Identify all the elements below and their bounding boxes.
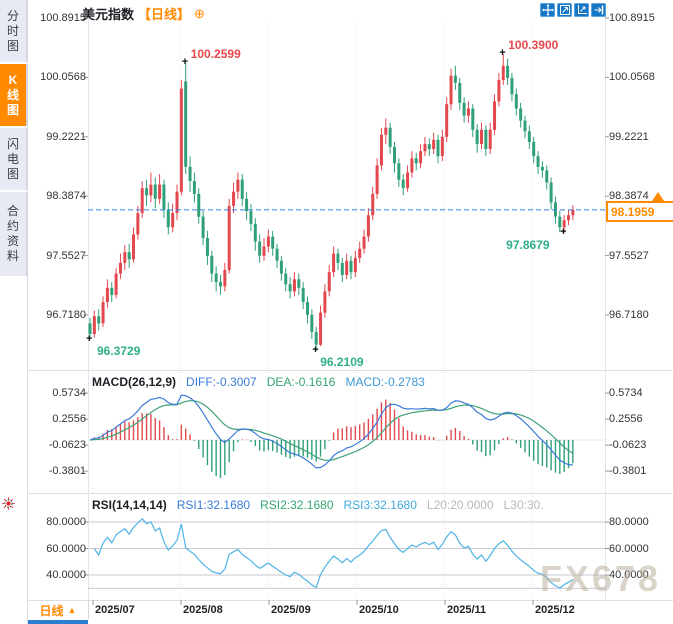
macd-header: MACD(26,12,9) DIFF:-0.3007 DEA:-0.1616 M… (92, 375, 425, 389)
panel-separator (28, 600, 673, 601)
sidebar-tab-label: 分时图 (6, 8, 19, 53)
period-tag: 【日线】 (138, 7, 191, 22)
plot-right-edge (605, 14, 606, 600)
rsi2-value: RSI2:32.1680 (260, 498, 334, 512)
rsi-title: RSI(14,14,14) (92, 498, 167, 512)
expand-icon[interactable]: ⊕ (194, 5, 205, 21)
sidebar-tab-time-chart[interactable]: 分时图 (0, 0, 27, 62)
current-price-arrow-icon (652, 192, 664, 201)
zoom-area-icon[interactable] (557, 3, 572, 17)
period-label: 日线 (39, 603, 64, 618)
macd-diff-value: DIFF:-0.3007 (186, 375, 257, 389)
chevron-up-icon: ▲ (67, 605, 77, 615)
sidebar-tab-label: 合约资料 (6, 204, 19, 263)
chart-title-row: 美元指数 【日线】 ⊕ (82, 4, 205, 23)
sidebar-tab-label: K线图 (6, 72, 19, 117)
sidebar-tab-label: 闪电图 (6, 136, 19, 181)
panel-separator (28, 493, 673, 494)
panel-separator (28, 370, 673, 371)
sidebar-tab-lightning-chart[interactable]: 闪电图 (0, 128, 27, 190)
plot-left-edge (88, 14, 89, 600)
crosshair-move-icon[interactable] (540, 3, 555, 17)
macd-macd-value: MACD:-0.2783 (345, 375, 425, 389)
rsi-header: RSI(14,14,14) RSI1:32.1680 RSI2:32.1680 … (92, 498, 544, 512)
current-price-box: 98.1959 (606, 201, 673, 222)
sidebar-tab-kline-chart[interactable]: K线图 (0, 64, 27, 126)
macd-dea-value: DEA:-0.1616 (266, 375, 336, 389)
sidebar-tab-contract-info[interactable]: 合约资料 (0, 192, 27, 276)
rsi1-value: RSI1:32.1680 (176, 498, 251, 512)
pan-right-icon[interactable] (591, 3, 606, 17)
alert-flash-icon[interactable] (2, 497, 15, 515)
sidebar-divider (27, 0, 28, 624)
rsi3-value: RSI3:32.1680 (343, 498, 417, 512)
period-selector[interactable]: 日线 ▲ (28, 601, 89, 619)
macd-title: MACD(26,12,9) (92, 375, 177, 389)
rsi-l30-value: L30:30. (503, 498, 544, 512)
bottom-scroll-strip[interactable] (28, 620, 88, 624)
axes-scale-icon[interactable] (574, 3, 589, 17)
rsi-l20-value: L20:20.0000 (426, 498, 494, 512)
instrument-title: 美元指数 (82, 7, 135, 22)
